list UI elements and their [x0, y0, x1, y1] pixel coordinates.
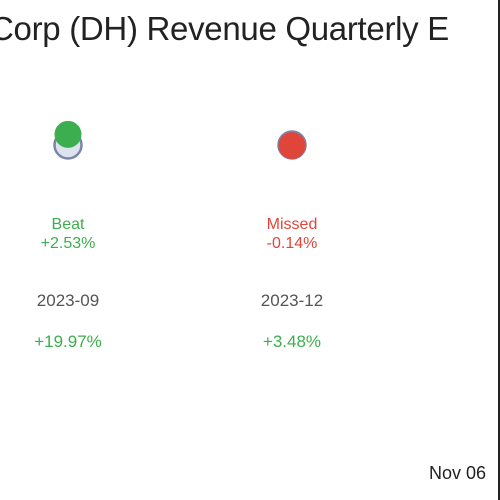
result-label: M — [456, 216, 500, 234]
actual-point-2023-09 — [54, 120, 82, 148]
surprise-percent: -0.14% — [266, 235, 318, 252]
result-label: Missed — [266, 216, 318, 233]
period-label: 20 — [456, 291, 500, 311]
yoy-change: +19.97% — [34, 332, 102, 351]
actual-point-2023-12 — [278, 132, 306, 160]
yoy-change: -2 — [456, 332, 500, 352]
yoy-change: +3.48% — [262, 332, 322, 351]
period-label: 2023-12 — [260, 291, 324, 310]
surprise-percent: +2.53% — [40, 235, 96, 252]
footer-date: Nov 06 — [429, 463, 487, 483]
period-label: 2023-09 — [36, 291, 100, 310]
result-label: Beat — [51, 216, 85, 233]
surprise-percent: - — [456, 235, 500, 253]
chart-title: Corp (DH) Revenue Quarterly E — [0, 10, 449, 47]
right-edge-line — [498, 0, 500, 500]
